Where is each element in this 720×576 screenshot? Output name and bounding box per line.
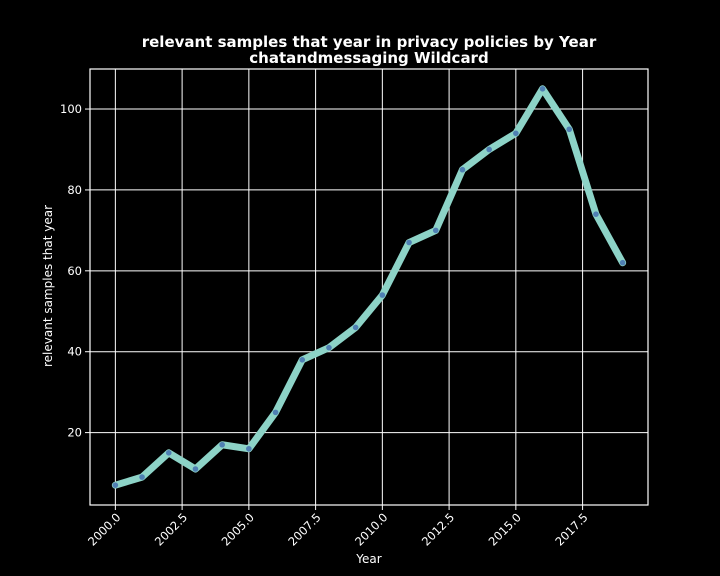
- data-point: [593, 211, 599, 217]
- data-point: [139, 474, 145, 480]
- y-axis-label: relevant samples that year: [41, 205, 55, 367]
- data-point: [272, 409, 279, 416]
- data-point: [619, 259, 626, 266]
- data-points: [112, 86, 626, 488]
- data-point: [192, 466, 199, 472]
- data-point: [165, 450, 172, 456]
- data-point: [486, 146, 492, 153]
- chart-subtitle: chatandmessaging Wildcard: [249, 49, 488, 67]
- data-point: [432, 227, 439, 234]
- data-point: [219, 441, 225, 448]
- data-point: [379, 292, 386, 298]
- data-point: [352, 324, 359, 331]
- data-point: [299, 357, 306, 363]
- y-tick-label: 80: [67, 183, 82, 197]
- y-tick-label: 100: [60, 102, 82, 116]
- data-point: [513, 130, 519, 137]
- chart-title: relevant samples that year in privacy po…: [142, 33, 597, 51]
- data-point: [539, 86, 546, 92]
- grid: [90, 69, 648, 505]
- y-tick-label: 40: [67, 345, 82, 359]
- x-axis-label: Year: [355, 552, 381, 566]
- y-axis-ticks: 20 40 60 80 100: [60, 102, 90, 440]
- y-tick-label: 20: [67, 426, 82, 440]
- plot-frame: [89, 68, 649, 506]
- data-point: [326, 344, 332, 351]
- data-point: [246, 445, 252, 452]
- data-point: [566, 126, 573, 133]
- data-point: [406, 239, 412, 246]
- y-tick-label: 60: [67, 264, 82, 278]
- data-point: [459, 166, 466, 173]
- data-point: [112, 482, 119, 488]
- series-line: [111, 85, 627, 489]
